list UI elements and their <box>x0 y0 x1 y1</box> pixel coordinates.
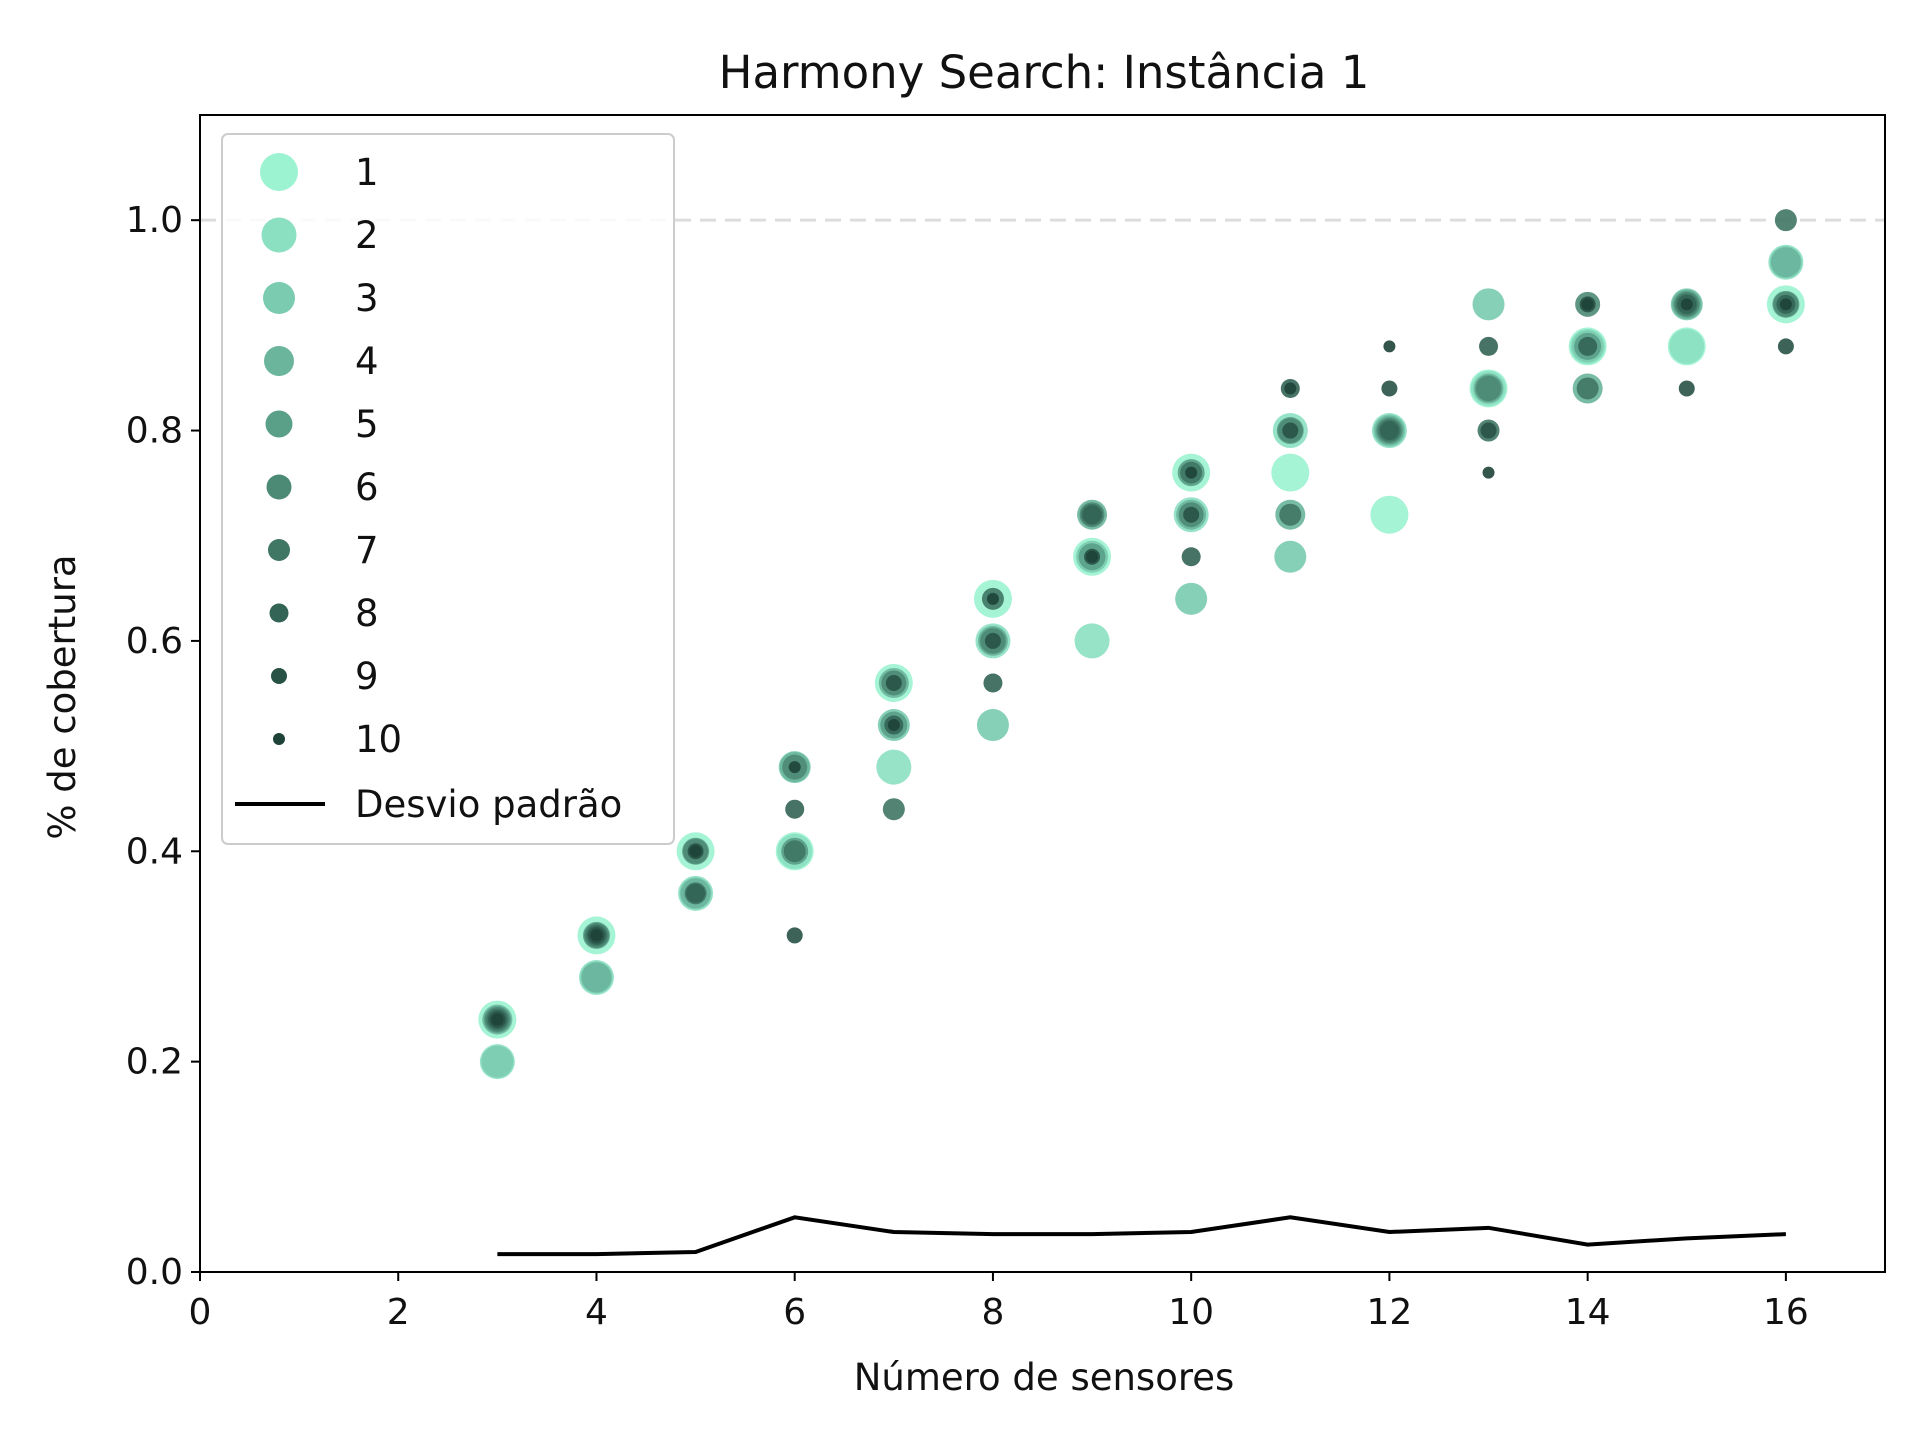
y-tick-label: 0.4 <box>126 831 183 872</box>
legend-box <box>221 133 675 845</box>
legend-marker-5 <box>265 410 293 438</box>
data-point-series-9 <box>885 674 902 691</box>
data-point-series-9 <box>1777 338 1794 355</box>
data-point-series-3 <box>1472 288 1505 321</box>
data-point-series-10 <box>788 761 801 774</box>
legend-label: 3 <box>355 277 379 320</box>
y-tick-label: 0.0 <box>126 1252 183 1293</box>
data-points <box>478 209 1805 1080</box>
y-tick-label: 0.6 <box>126 621 183 662</box>
legend-marker-2 <box>261 217 297 253</box>
legend-label: Desvio padrão <box>355 783 622 826</box>
legend-marker-10 <box>273 733 285 745</box>
data-point-series-10 <box>1185 466 1198 479</box>
legend-label: 1 <box>355 151 379 194</box>
data-point-series-10 <box>590 929 603 942</box>
legend-marker-8 <box>269 603 289 623</box>
data-point-series-8 <box>785 799 805 819</box>
data-point-series-10 <box>1581 298 1594 311</box>
plot-frame <box>199 114 1886 1273</box>
data-point-series-9 <box>1282 422 1299 439</box>
data-point-series-2 <box>1074 623 1110 659</box>
data-point-series-9 <box>1480 422 1497 439</box>
x-tick-label: 8 <box>981 1292 1004 1333</box>
legend-label: 4 <box>355 340 379 383</box>
x-tick-label: 2 <box>387 1292 410 1333</box>
data-point-series-8 <box>1479 336 1499 356</box>
legend-label: 7 <box>355 529 379 572</box>
x-axis: 0 2 4 6 8 10 12 14 16 <box>189 1272 1809 1333</box>
std-deviation-line <box>497 1215 1786 1257</box>
chart-title: Harmony Search: Instância 1 <box>719 46 1370 99</box>
data-point-series-9 <box>984 632 1001 649</box>
data-point-series-9 <box>1678 380 1695 397</box>
data-point-series-1 <box>1271 453 1310 492</box>
data-point-series-6 <box>1476 375 1502 401</box>
data-point-series-10 <box>491 1013 504 1026</box>
data-point-series-8 <box>1181 547 1201 567</box>
data-point-series-8 <box>686 883 706 903</box>
y-tick-label: 1.0 <box>126 200 183 241</box>
y-axis: 0.0 0.2 0.4 0.6 0.8 1.0 <box>126 200 200 1293</box>
data-point-series-3 <box>976 709 1009 742</box>
legend-marker-9 <box>271 668 287 684</box>
data-point-series-10 <box>1086 550 1099 563</box>
data-point-series-10 <box>689 845 702 858</box>
x-tick-label: 12 <box>1367 1292 1413 1333</box>
y-tick-label: 0.2 <box>126 1042 183 1083</box>
data-point-series-10 <box>1779 298 1792 311</box>
data-point-series-4 <box>581 962 612 993</box>
legend-marker-3 <box>263 282 295 314</box>
y-axis-label: % de cobertura <box>41 554 84 839</box>
data-point-series-7 <box>1576 377 1599 400</box>
legend-marker-7 <box>268 539 290 561</box>
legend-label: 5 <box>355 403 379 446</box>
legend-label: 9 <box>355 655 379 698</box>
data-point-series-10 <box>986 592 999 605</box>
data-point-series-10 <box>1680 298 1693 311</box>
legend-label: 10 <box>355 718 402 761</box>
data-point-series-3 <box>1274 540 1307 573</box>
data-point-series-9 <box>786 927 803 944</box>
legend: 1 2 3 4 5 6 7 8 9 10 Desvio padrão <box>221 133 675 845</box>
data-point-series-4 <box>1770 247 1801 278</box>
x-tick-label: 6 <box>783 1292 806 1333</box>
legend-marker-1 <box>260 153 298 191</box>
legend-marker-4 <box>264 346 294 376</box>
data-point-series-10 <box>1482 466 1495 479</box>
data-point-series-8 <box>983 673 1003 693</box>
data-point-series-9 <box>1183 506 1200 523</box>
data-point-series-8 <box>1379 421 1399 441</box>
x-axis-label: Número de sensores <box>854 1356 1235 1399</box>
data-point-series-3 <box>481 1045 514 1078</box>
data-point-series-3 <box>1175 582 1208 615</box>
data-point-series-7 <box>882 798 905 821</box>
y-tick-label: 0.8 <box>126 411 183 452</box>
data-point-series-1 <box>1370 495 1409 534</box>
legend-label: 2 <box>355 214 379 257</box>
data-point-series-9 <box>1381 380 1398 397</box>
legend-label: 8 <box>355 592 379 635</box>
x-tick-label: 0 <box>189 1292 212 1333</box>
data-point-series-10 <box>1284 382 1297 395</box>
x-tick-label: 14 <box>1565 1292 1611 1333</box>
legend-label: 6 <box>355 466 379 509</box>
data-point-series-7 <box>1279 503 1302 526</box>
data-point-series-8 <box>1082 505 1102 525</box>
data-point-series-2 <box>1669 328 1705 364</box>
data-point-series-10 <box>887 719 900 732</box>
x-tick-label: 10 <box>1168 1292 1214 1333</box>
x-tick-label: 4 <box>585 1292 608 1333</box>
data-point-series-7 <box>783 840 806 863</box>
data-point-series-10 <box>1383 340 1396 353</box>
data-point-series-2 <box>876 749 912 785</box>
data-point-series-8 <box>1578 336 1598 356</box>
legend-marker-6 <box>266 474 292 500</box>
x-tick-label: 16 <box>1763 1292 1809 1333</box>
data-point-series-7 <box>1774 209 1797 232</box>
